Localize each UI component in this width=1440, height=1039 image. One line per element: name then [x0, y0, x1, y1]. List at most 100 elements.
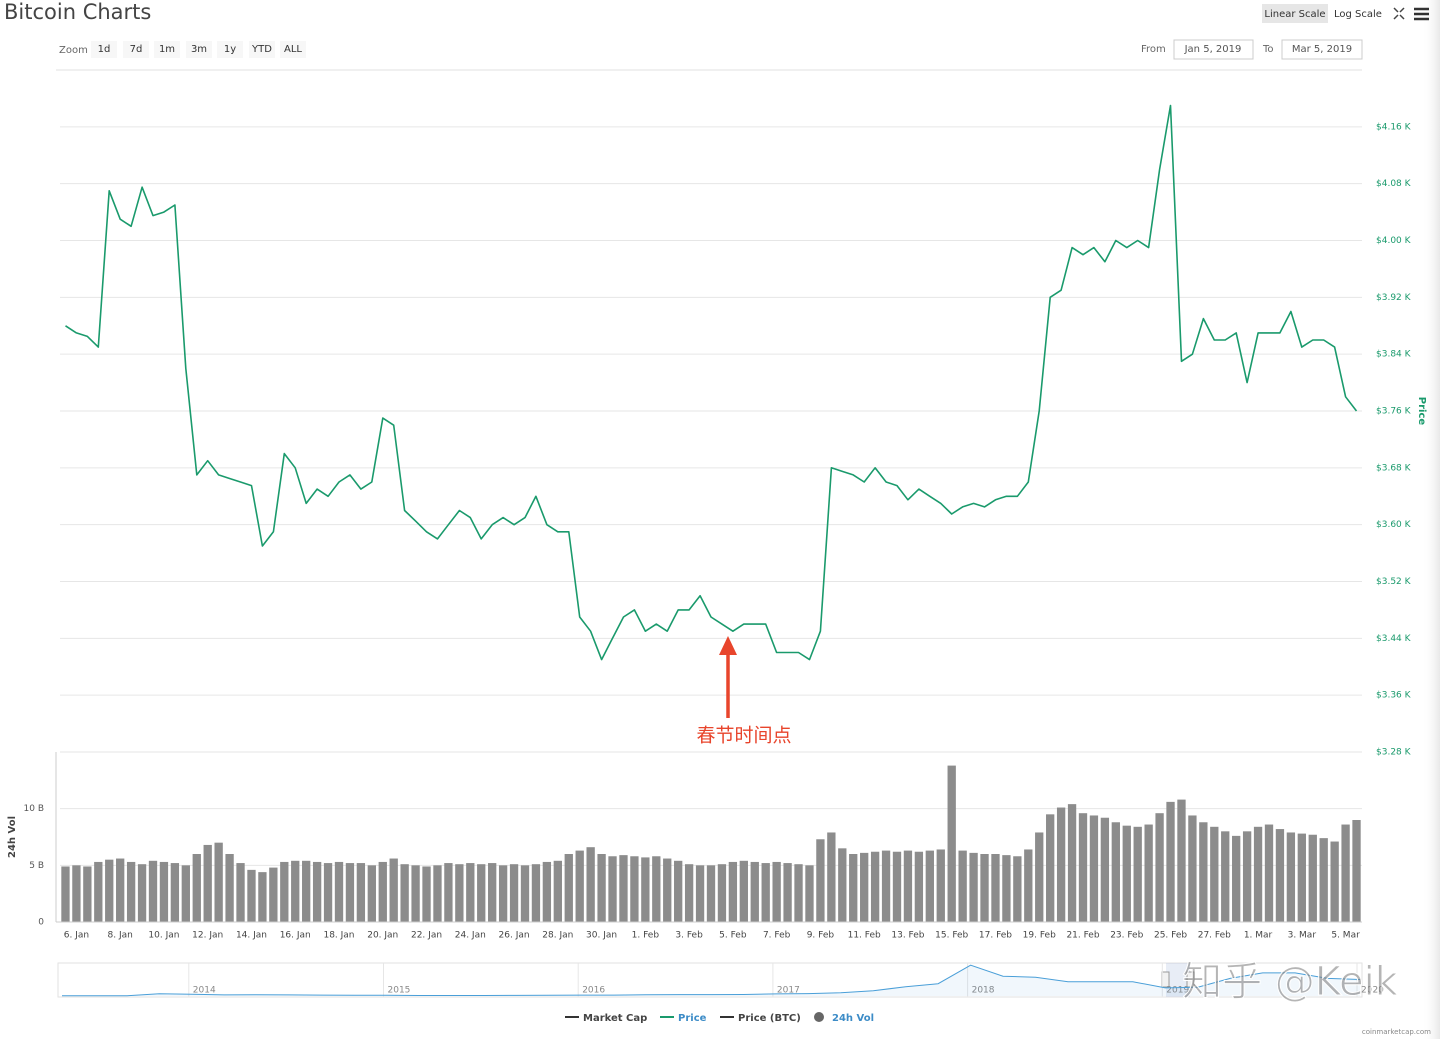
volume-bar	[247, 869, 256, 922]
y-tick-label: $4.00 K	[1376, 236, 1412, 246]
volume-bar	[1199, 822, 1208, 922]
x-tick-label: 30. Jan	[586, 931, 617, 941]
volume-bar	[225, 854, 234, 922]
volume-bar	[105, 859, 114, 922]
zoom-button[interactable]	[217, 41, 243, 58]
volume-bar	[1319, 838, 1328, 922]
volume-bar	[1100, 817, 1110, 922]
volume-bar	[126, 861, 136, 922]
volume-bar	[958, 850, 967, 922]
to-date: Mar 5, 2019	[1292, 44, 1352, 55]
volume-bar	[1177, 799, 1186, 922]
fullscreen-icon[interactable]	[1393, 7, 1405, 20]
zoom-button[interactable]	[154, 41, 180, 58]
volume-bar	[1253, 826, 1263, 922]
y-tick-label: $3.36 K	[1376, 691, 1412, 701]
log-scale-label[interactable]: Log Scale	[1334, 9, 1382, 20]
volume-bar	[717, 864, 727, 922]
y-tick-label: $3.28 K	[1376, 748, 1412, 758]
y2-tick-label: 0	[38, 918, 44, 928]
from-input[interactable]	[1173, 39, 1254, 60]
watermark: 知乎 @Keik	[1182, 959, 1399, 1005]
zoom-button[interactable]	[123, 41, 149, 58]
volume-bar	[72, 865, 81, 922]
zoom-button-label: ALL	[284, 44, 302, 55]
volume-bar	[849, 854, 858, 922]
navigator-line	[62, 964, 1361, 997]
volume-bar	[509, 864, 519, 922]
chart-title: Bitcoin Charts	[4, 0, 151, 24]
volume-bar	[575, 850, 584, 922]
volume-bar	[356, 863, 366, 922]
navigator-label: 2014	[193, 986, 216, 996]
y2-axis-title: 24h Vol	[7, 816, 18, 858]
volume-bar	[1330, 841, 1339, 922]
volume-bar	[881, 850, 891, 922]
volume-bar	[608, 856, 617, 922]
volume-bar	[433, 865, 442, 922]
volume-bar	[684, 864, 694, 922]
volume-bar	[772, 861, 781, 922]
legend-label[interactable]: Price (BTC)	[738, 1013, 801, 1024]
x-tick-label: 20. Jan	[367, 931, 398, 941]
volume-bar	[444, 863, 453, 922]
volume-bar	[750, 861, 759, 922]
zoom-button[interactable]	[280, 41, 306, 58]
zoom-button[interactable]	[249, 41, 275, 58]
zoom-button-label: 1d	[98, 44, 111, 55]
volume-bar	[761, 863, 770, 922]
x-tick-label: 24. Jan	[455, 931, 486, 941]
zoom-button[interactable]	[91, 41, 117, 58]
volume-bar	[488, 863, 497, 922]
volume-bar	[794, 864, 803, 922]
zoom-button[interactable]	[186, 41, 212, 58]
volume-bar	[936, 849, 945, 922]
volume-bar	[838, 848, 847, 922]
legend-symbol	[814, 1012, 824, 1022]
to-input[interactable]	[1281, 39, 1363, 60]
y-axis-title: Price	[1416, 397, 1427, 426]
volume-bar	[619, 855, 628, 922]
x-tick-label: 16. Jan	[280, 931, 311, 941]
from-date: Jan 5, 2019	[1184, 44, 1242, 55]
volume-bar	[323, 863, 333, 922]
volume-bar	[969, 852, 978, 922]
volume-bar	[137, 864, 147, 922]
x-tick-label: 26. Jan	[499, 931, 530, 941]
navigator-selection[interactable]	[1166, 963, 1190, 997]
volume-bar	[1078, 813, 1088, 922]
volume-bar	[1242, 831, 1252, 922]
volume-bar	[1155, 813, 1164, 922]
legend-label[interactable]: Price	[678, 1013, 707, 1024]
x-tick-label: 27. Feb	[1198, 931, 1231, 941]
legend-label[interactable]: Market Cap	[583, 1013, 647, 1024]
volume-bar	[1352, 820, 1361, 922]
volume-bar	[269, 867, 278, 922]
x-tick-label: 18. Jan	[323, 931, 354, 941]
x-tick-label: 5. Feb	[719, 931, 747, 941]
volume-bar	[148, 860, 158, 922]
linear-scale-button[interactable]	[1262, 4, 1328, 23]
volume-bar	[378, 861, 387, 922]
to-label: To	[1262, 44, 1274, 55]
menu-icon[interactable]	[1414, 7, 1429, 21]
volume-bar	[1286, 832, 1296, 922]
volume-bar	[422, 866, 431, 922]
volume-bar	[1111, 822, 1120, 922]
volume-bar	[94, 861, 103, 922]
volume-bar	[827, 832, 836, 922]
x-tick-label: 3. Mar	[1288, 931, 1317, 941]
volume-bar	[280, 861, 289, 922]
volume-bar	[291, 860, 300, 922]
legend-label[interactable]: 24h Vol	[832, 1013, 874, 1024]
volume-bar	[663, 858, 672, 922]
volume-bar	[1002, 855, 1011, 922]
credit: coinmarketcap.com	[1362, 1028, 1431, 1036]
navigator-label: 2018	[972, 986, 995, 996]
volume-bar	[1024, 849, 1033, 922]
x-tick-label: 3. Feb	[675, 931, 703, 941]
volume-bar	[925, 850, 934, 922]
zoom-buttons: 1d 7d 1m 3m 1y YTD ALL	[91, 41, 306, 58]
volume-bar	[706, 865, 716, 922]
navigator-label: 2017	[777, 986, 800, 996]
